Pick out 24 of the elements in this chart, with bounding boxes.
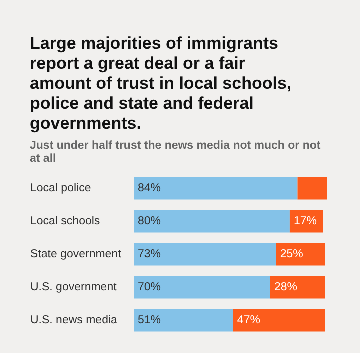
- data-label: 73%: [138, 248, 162, 260]
- chart-title: Large majorities of immigrants report a great deal or a fair amount of trust in local schools, police and state and federal governments.: [30, 34, 293, 134]
- data-label: 25%: [280, 248, 304, 260]
- y-tick-label: Local police: [30, 182, 92, 194]
- bar: [134, 177, 298, 200]
- data-label: 17%: [294, 216, 317, 228]
- data-label: 80%: [138, 216, 162, 228]
- chart-subtitle: Just under half trust the news media not much or not at all: [30, 140, 322, 166]
- data-label: 70%: [138, 282, 162, 294]
- data-label: 84%: [138, 182, 162, 194]
- bar: [233, 309, 326, 332]
- bar: [134, 243, 276, 266]
- y-tick-label: Local schools: [30, 216, 100, 228]
- data-label: 51%: [138, 314, 162, 326]
- bar: [134, 309, 234, 332]
- bar: [134, 276, 270, 299]
- data-label: 28%: [274, 282, 298, 294]
- bar: [298, 177, 327, 200]
- data-label: 47%: [237, 314, 260, 326]
- y-tick-label: State government: [30, 248, 122, 260]
- y-tick-label: U.S. government: [30, 282, 118, 294]
- bar: [270, 276, 326, 299]
- bar: [134, 210, 290, 233]
- y-tick-label: U.S. news media: [30, 314, 118, 326]
